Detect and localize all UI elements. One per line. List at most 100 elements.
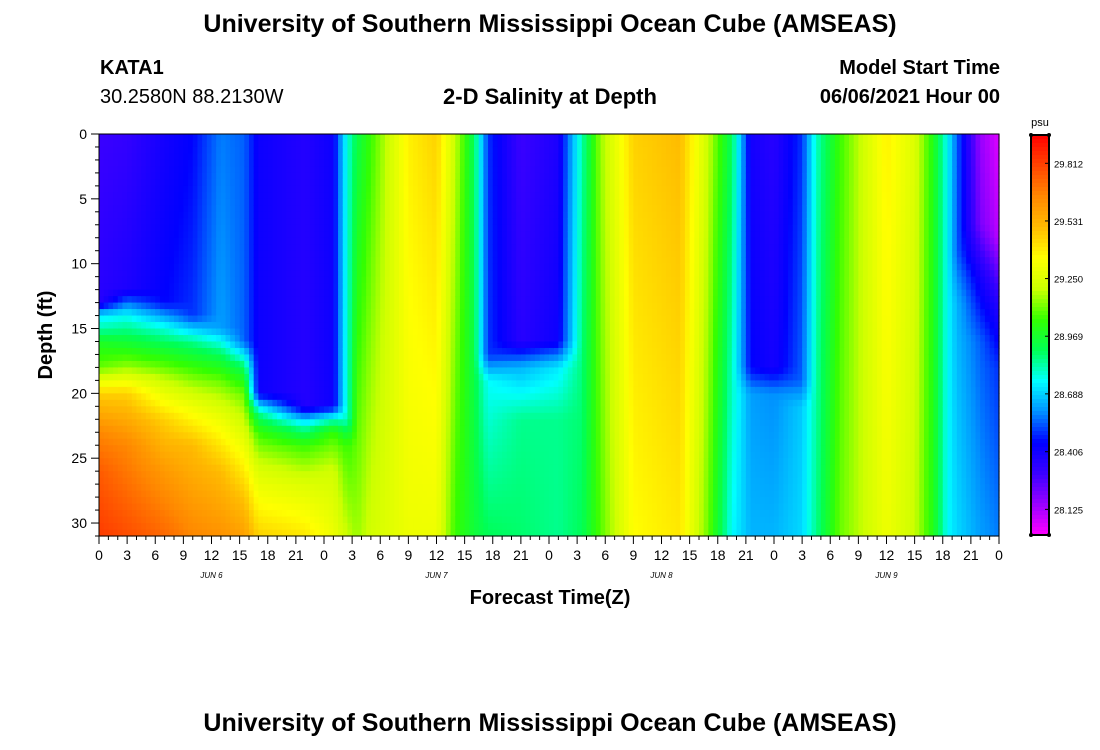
heatmap-cell — [183, 263, 189, 271]
heatmap-cell — [188, 296, 194, 304]
heatmap-cell — [267, 458, 274, 466]
heatmap-cell — [356, 146, 363, 155]
heatmap-cell — [384, 296, 391, 304]
heatmap-cell — [469, 341, 475, 349]
heatmap-cell — [263, 406, 269, 414]
heatmap-cell — [277, 503, 283, 511]
heatmap-cell — [225, 237, 231, 245]
heatmap-cell — [155, 458, 161, 466]
heatmap-cell — [169, 438, 175, 446]
heatmap-cell — [422, 516, 428, 524]
heatmap-cell — [366, 211, 372, 219]
heatmap-cell — [249, 179, 255, 187]
heatmap-cell — [445, 380, 452, 388]
heatmap-cell — [267, 529, 274, 537]
heatmap-cell — [422, 224, 428, 232]
heatmap-cell — [249, 296, 255, 304]
heatmap-cell — [338, 503, 344, 511]
heatmap-cell — [206, 523, 213, 531]
heatmap-cell — [192, 354, 199, 362]
heatmap-cell — [108, 386, 114, 394]
heatmap-cell — [347, 159, 353, 168]
heatmap-cell — [445, 510, 452, 518]
heatmap-cell — [300, 464, 306, 472]
heatmap-cell — [239, 192, 245, 200]
heatmap-cell — [150, 185, 156, 193]
heatmap-cell — [384, 257, 391, 265]
heatmap-cell — [464, 322, 470, 330]
heatmap-cell — [169, 328, 175, 336]
heatmap-cell — [300, 205, 306, 213]
heatmap-cell — [356, 153, 363, 161]
heatmap-cell — [333, 140, 339, 148]
heatmap-cell — [131, 302, 138, 310]
heatmap-cell — [253, 159, 259, 168]
heatmap-cell — [263, 296, 269, 304]
heatmap-cell — [314, 322, 320, 330]
heatmap-cell — [272, 335, 278, 343]
heatmap-cell — [314, 205, 320, 213]
heatmap-cell — [192, 263, 199, 271]
heatmap-cell — [277, 458, 283, 466]
heatmap-cell — [220, 263, 227, 271]
heatmap-cell — [375, 166, 381, 174]
heatmap-cell — [178, 503, 184, 511]
heatmap-cell — [408, 451, 414, 459]
heatmap-cell — [145, 438, 152, 446]
heatmap-cell — [272, 425, 278, 433]
heatmap-cell — [394, 425, 400, 433]
heatmap-cell — [272, 464, 278, 472]
heatmap-cell — [169, 270, 175, 278]
heatmap-cell — [108, 205, 114, 213]
heatmap-cell — [117, 393, 124, 401]
heatmap-cell — [150, 244, 156, 252]
heatmap-cell — [300, 250, 306, 258]
heatmap-cell — [291, 406, 297, 414]
heatmap-cell — [356, 322, 363, 330]
heatmap-cell — [272, 367, 278, 375]
heatmap-cell — [127, 529, 133, 537]
heatmap-cell — [324, 516, 330, 524]
heatmap-cell — [169, 224, 175, 232]
heatmap-cell — [305, 393, 311, 401]
heatmap-cell — [249, 497, 255, 505]
heatmap-cell — [314, 360, 320, 369]
heatmap-cell — [216, 289, 222, 297]
heatmap-cell — [234, 263, 241, 271]
heatmap-cell — [155, 276, 161, 284]
heatmap-cell — [474, 289, 480, 297]
heatmap-cell — [300, 458, 306, 466]
heatmap-cell — [99, 146, 105, 155]
heatmap-cell — [436, 529, 442, 537]
heatmap-cell — [113, 497, 119, 505]
heatmap-cell — [216, 477, 222, 485]
heatmap-cell — [314, 347, 320, 356]
heatmap-cell — [141, 373, 147, 381]
heatmap-cell — [361, 464, 367, 472]
heatmap-cell — [286, 205, 292, 213]
heatmap-cell — [309, 490, 316, 498]
heatmap-cell — [441, 296, 447, 304]
heatmap-cell — [408, 438, 414, 446]
heatmap-cell — [427, 270, 433, 278]
heatmap-cell — [197, 516, 203, 524]
heatmap-cell — [108, 276, 114, 284]
heatmap-cell — [155, 516, 161, 524]
heatmap-cell — [464, 237, 470, 245]
heatmap-cell — [408, 510, 414, 518]
heatmap-cell — [450, 289, 456, 297]
heatmap-cell — [211, 263, 217, 271]
heatmap-cell — [352, 198, 358, 206]
heatmap-cell — [408, 360, 414, 369]
heatmap-cell — [305, 179, 311, 187]
heatmap-cell — [122, 211, 128, 219]
heatmap-cell — [356, 471, 363, 479]
heatmap-cell — [206, 380, 213, 388]
heatmap-cell — [347, 529, 353, 537]
heatmap-cell — [249, 438, 255, 446]
heatmap-cell — [258, 406, 264, 414]
heatmap-cell — [230, 425, 236, 433]
heatmap-cell — [389, 484, 395, 492]
heatmap-cell — [244, 237, 250, 245]
heatmap-cell — [206, 484, 213, 492]
